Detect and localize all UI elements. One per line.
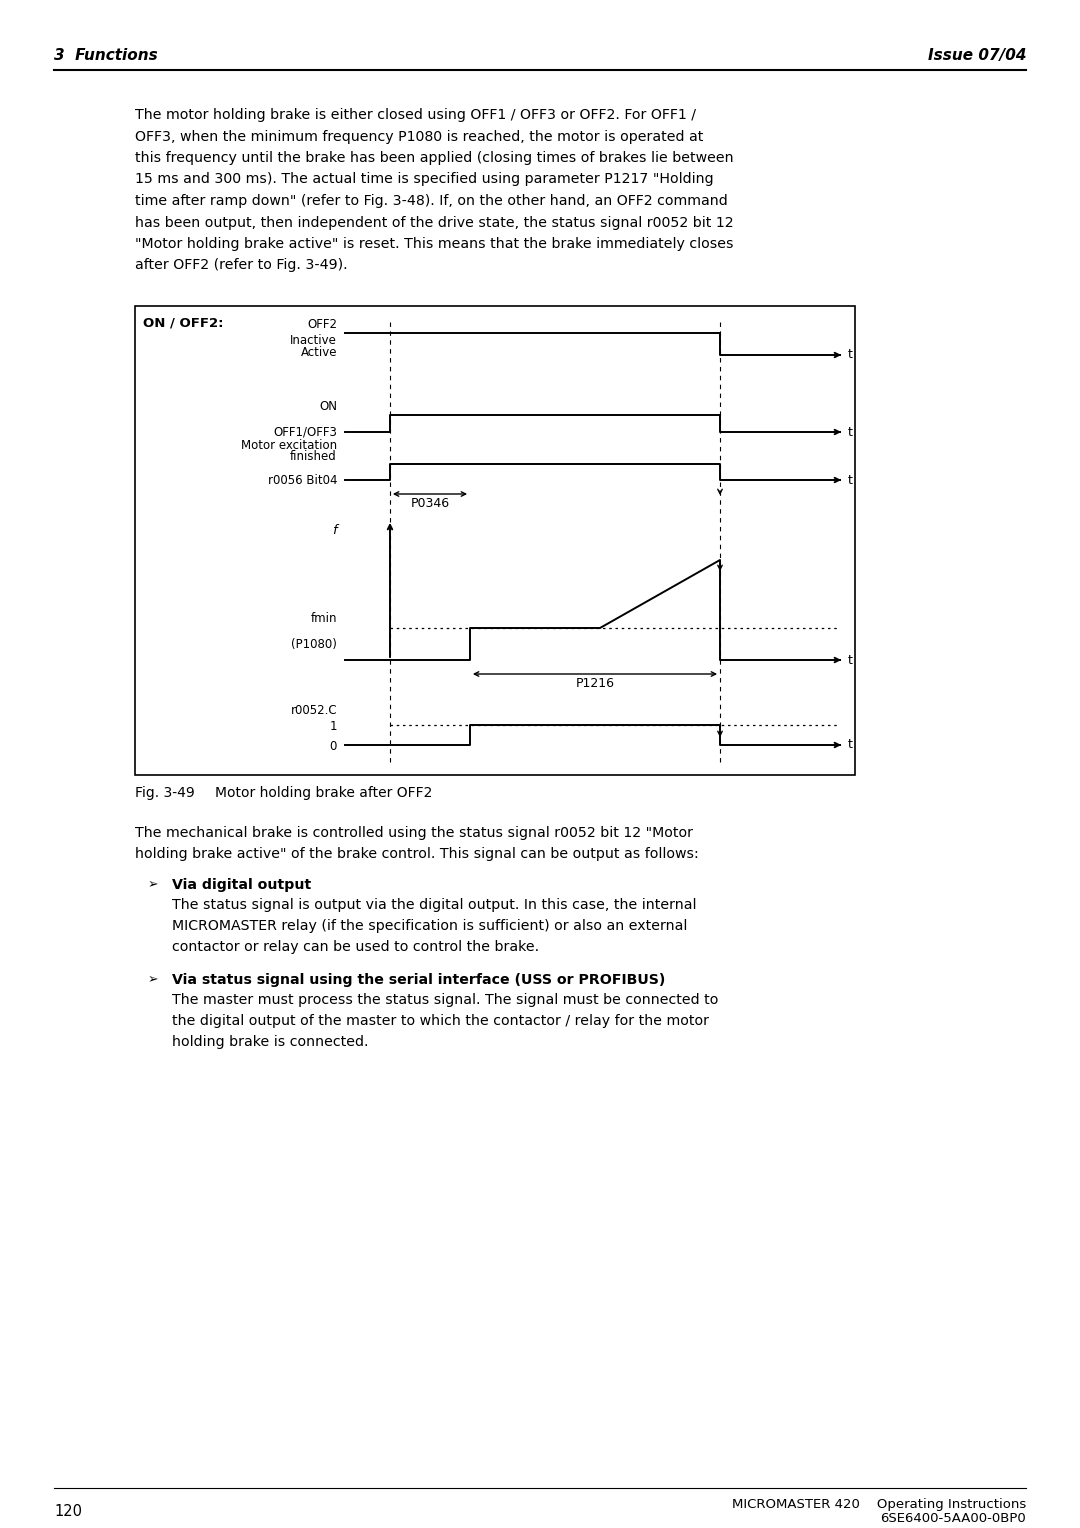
Text: r0052.C: r0052.C	[291, 703, 337, 717]
Text: ➢: ➢	[148, 973, 159, 986]
Text: holding brake active" of the brake control. This signal can be output as follows: holding brake active" of the brake contr…	[135, 847, 699, 860]
Text: finished: finished	[291, 451, 337, 463]
Text: f: f	[333, 524, 337, 536]
Text: Issue 07/04: Issue 07/04	[928, 47, 1026, 63]
Text: (P1080): (P1080)	[292, 639, 337, 651]
Text: 15 ms and 300 ms). The actual time is specified using parameter P1217 "Holding: 15 ms and 300 ms). The actual time is sp…	[135, 173, 714, 186]
Text: ON: ON	[319, 400, 337, 413]
Text: Via status signal using the serial interface (USS or PROFIBUS): Via status signal using the serial inter…	[172, 973, 665, 987]
Text: has been output, then independent of the drive state, the status signal r0052 bi: has been output, then independent of the…	[135, 215, 733, 229]
Text: P0346: P0346	[410, 497, 449, 510]
Text: The master must process the status signal. The signal must be connected to: The master must process the status signa…	[172, 993, 718, 1007]
Text: 6SE6400-5AA00-0BP0: 6SE6400-5AA00-0BP0	[880, 1513, 1026, 1525]
Text: holding brake is connected.: holding brake is connected.	[172, 1034, 368, 1050]
Text: MICROMASTER 420    Operating Instructions: MICROMASTER 420 Operating Instructions	[732, 1497, 1026, 1511]
Bar	[135, 306, 855, 775]
Text: Active: Active	[300, 347, 337, 359]
Text: t: t	[848, 738, 853, 752]
Text: The mechanical brake is controlled using the status signal r0052 bit 12 "Motor: The mechanical brake is controlled using…	[135, 827, 693, 840]
Text: 0: 0	[329, 741, 337, 753]
Text: 1: 1	[329, 721, 337, 733]
Text: t: t	[848, 474, 853, 486]
Text: The status signal is output via the digital output. In this case, the internal: The status signal is output via the digi…	[172, 898, 697, 912]
Text: the digital output of the master to which the contactor / relay for the motor: the digital output of the master to whic…	[172, 1015, 708, 1028]
Text: Via digital output: Via digital output	[172, 879, 311, 892]
Text: r0056 Bit04: r0056 Bit04	[268, 475, 337, 487]
Text: 120: 120	[54, 1504, 82, 1519]
Text: t: t	[848, 348, 853, 362]
Text: MICROMASTER relay (if the specification is sufficient) or also an external: MICROMASTER relay (if the specification …	[172, 918, 687, 934]
Text: OFF2: OFF2	[307, 318, 337, 332]
Text: t: t	[848, 654, 853, 666]
Text: OFF1/OFF3: OFF1/OFF3	[273, 425, 337, 439]
Text: Fig. 3-49: Fig. 3-49	[135, 785, 194, 801]
Text: Motor holding brake after OFF2: Motor holding brake after OFF2	[215, 785, 432, 801]
Text: time after ramp down" (refer to Fig. 3-48). If, on the other hand, an OFF2 comma: time after ramp down" (refer to Fig. 3-4…	[135, 194, 728, 208]
Text: this frequency until the brake has been applied (closing times of brakes lie bet: this frequency until the brake has been …	[135, 151, 733, 165]
Text: after OFF2 (refer to Fig. 3-49).: after OFF2 (refer to Fig. 3-49).	[135, 258, 348, 272]
Text: ➢: ➢	[148, 879, 159, 891]
Text: fmin: fmin	[311, 613, 337, 625]
Text: t: t	[848, 425, 853, 439]
Text: The motor holding brake is either closed using OFF1 / OFF3 or OFF2. For OFF1 /: The motor holding brake is either closed…	[135, 108, 696, 122]
Text: ON / OFF2:: ON / OFF2:	[143, 316, 224, 329]
Text: 3  Functions: 3 Functions	[54, 47, 158, 63]
Text: P1216: P1216	[576, 677, 615, 691]
Text: Inactive: Inactive	[291, 333, 337, 347]
Text: contactor or relay can be used to control the brake.: contactor or relay can be used to contro…	[172, 940, 539, 953]
Text: Motor excitation: Motor excitation	[241, 439, 337, 452]
Text: OFF3, when the minimum frequency P1080 is reached, the motor is operated at: OFF3, when the minimum frequency P1080 i…	[135, 130, 703, 144]
Text: "Motor holding brake active" is reset. This means that the brake immediately clo: "Motor holding brake active" is reset. T…	[135, 237, 733, 251]
